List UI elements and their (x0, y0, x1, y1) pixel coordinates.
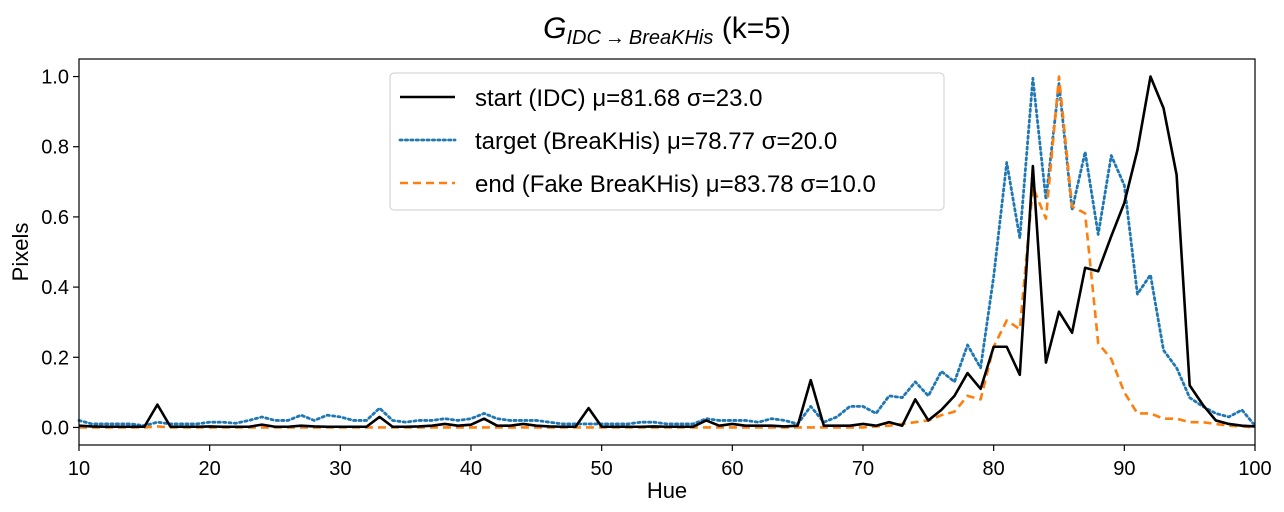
x-tick-label: 10 (68, 458, 90, 480)
series-line-solid (78, 75, 1256, 429)
x-tick-label: 50 (591, 458, 613, 480)
x-tick-label: 20 (199, 458, 221, 480)
chart-title-subscript: IDC → BreaKHis (566, 27, 713, 49)
series-layer (77, 75, 1257, 429)
y-tick-label: 0.2 (41, 347, 69, 369)
x-axis-label: Hue (647, 478, 687, 503)
x-axis-ticks: 10 20 30 40 50 60 70 80 90 100 (68, 445, 1272, 480)
y-tick-label: 0.0 (41, 417, 69, 439)
legend: start (IDC) μ=81.68 σ=23.0 target (BreaKH… (389, 72, 945, 211)
x-tick-label: 60 (721, 458, 743, 480)
chart-title-main: G (543, 12, 566, 45)
x-tick-label: 40 (460, 458, 482, 480)
y-tick-label: 0.8 (41, 137, 69, 159)
x-tick-label: 80 (983, 458, 1005, 480)
legend-label: end (Fake BreaKHis) μ=83.78 σ=10.0 (475, 171, 876, 198)
plot-frame (78, 58, 1256, 446)
y-axis-ticks: 0.0 0.2 0.4 0.6 0.8 1.0 (41, 67, 79, 439)
y-tick-label: 1.0 (41, 67, 69, 89)
y-tick-label: 0.4 (41, 277, 69, 299)
x-tick-label: 30 (329, 458, 351, 480)
y-tick-label: 0.6 (41, 207, 69, 229)
x-tick-label: 70 (852, 458, 874, 480)
y-axis-label: Pixels (8, 223, 33, 282)
chart-title: GIDC → BreaKHis (k=5) (543, 12, 791, 49)
legend-box (389, 72, 945, 211)
x-tick-label: 100 (1238, 458, 1271, 480)
x-tick-label: 90 (1113, 458, 1135, 480)
chart-title-suffix: (k=5) (713, 12, 791, 45)
legend-label: target (BreaKHis) μ=78.77 σ=20.0 (475, 128, 837, 155)
series-line-dotted (77, 76, 1257, 428)
legend-label: start (IDC) μ=81.68 σ=23.0 (475, 85, 762, 112)
